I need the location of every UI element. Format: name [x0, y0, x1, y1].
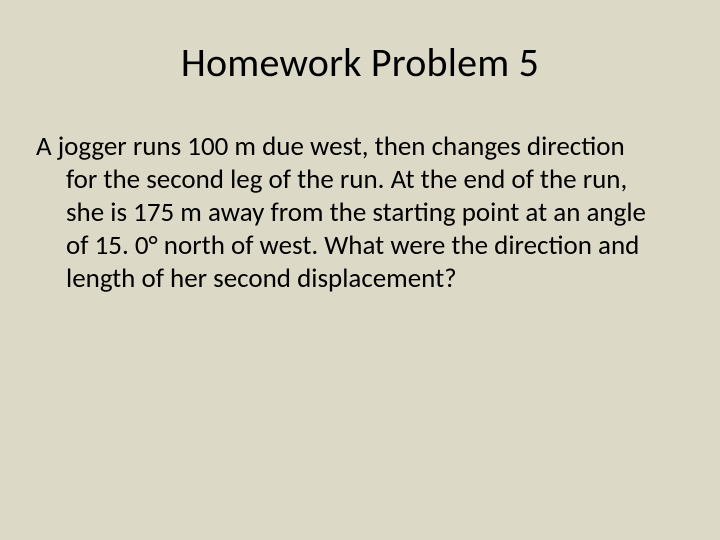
- slide-title: Homework Problem 5: [36, 38, 684, 87]
- problem-statement: A jogger runs 100 m due west, then chang…: [36, 131, 684, 296]
- problem-text: A jogger runs 100 m due west, then chang…: [36, 131, 660, 296]
- slide-container: Homework Problem 5 A jogger runs 100 m d…: [0, 0, 720, 540]
